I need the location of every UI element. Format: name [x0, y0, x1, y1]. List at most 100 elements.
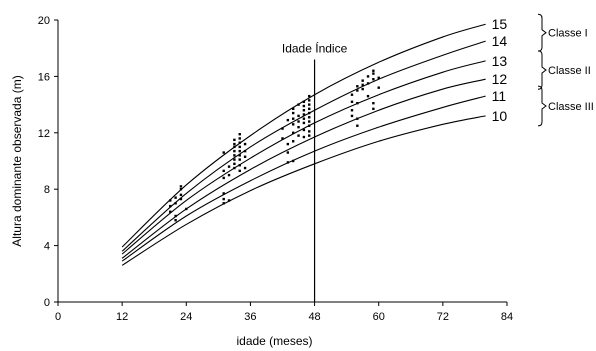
observation-point [308, 124, 311, 127]
observation-point [291, 107, 295, 111]
observation-point [179, 197, 183, 201]
observation-point [238, 154, 241, 157]
observation-point [238, 141, 241, 144]
series-label-15: 15 [492, 16, 508, 32]
observation-point [308, 134, 311, 137]
observation-point [356, 124, 359, 127]
observation-point [233, 154, 236, 157]
observation-point [302, 113, 306, 116]
observation-point [222, 169, 225, 173]
observation-point [361, 87, 364, 91]
series-label-14: 14 [492, 33, 508, 49]
observation-point [291, 131, 295, 134]
observation-point [179, 193, 183, 197]
series-line-10 [121, 115, 486, 266]
observation-point [227, 165, 231, 168]
x-tick-label: 48 [308, 311, 320, 323]
observation-point [243, 149, 247, 153]
observation-point [222, 192, 225, 195]
observation-point [291, 159, 295, 163]
observation-point [308, 99, 311, 102]
observation-point [356, 85, 359, 88]
class-bracket [537, 85, 547, 127]
observation-point [222, 202, 225, 205]
observation-point [286, 118, 290, 122]
observation-point [286, 161, 290, 164]
index-age-label: Idade Índice [282, 40, 348, 55]
observation-point [243, 142, 247, 146]
observation-point [297, 103, 300, 106]
observation-point [174, 202, 177, 205]
observation-point [308, 130, 311, 133]
y-tick-label: 12 [38, 128, 50, 140]
observation-point [233, 142, 236, 146]
observation-point [308, 103, 311, 106]
observation-point [356, 117, 359, 120]
observation-point [233, 166, 236, 170]
observation-point [286, 142, 290, 146]
observation-point [361, 83, 364, 87]
axes [57, 20, 507, 303]
observation-point [350, 93, 354, 96]
series-label-11: 11 [492, 88, 507, 104]
observation-point [233, 138, 236, 142]
series-label-10: 10 [492, 108, 508, 124]
observation-point [238, 145, 241, 149]
y-tick-label: 20 [38, 15, 50, 27]
class-bracket [537, 13, 547, 52]
observation-point [308, 107, 311, 111]
observation-point [302, 121, 306, 125]
series-label-13: 13 [492, 53, 508, 69]
observation-point [302, 104, 306, 108]
observation-point [372, 69, 375, 72]
observation-point [308, 116, 311, 119]
observation-point [291, 123, 295, 126]
class-label: Classe I [548, 28, 588, 40]
observation-point [286, 151, 290, 154]
observation-point [169, 199, 172, 202]
observation-point [350, 114, 354, 118]
x-tick-label: 84 [501, 311, 513, 323]
observation-point [366, 82, 370, 85]
observation-point [356, 101, 359, 105]
observation-point [238, 149, 241, 153]
y-tick-label: 8 [44, 184, 50, 196]
series-line-13 [121, 60, 486, 255]
observation-point [169, 210, 172, 213]
observation-point [372, 72, 375, 75]
x-tick-label: 72 [437, 311, 449, 323]
observation-point [366, 75, 370, 78]
y-tick-label: 16 [38, 71, 50, 83]
x-axis-label: idade (meses) [236, 334, 312, 348]
observation-point [222, 176, 225, 180]
observation-point [233, 149, 236, 153]
observation-point [297, 114, 300, 118]
observation-point [174, 219, 177, 222]
observation-point [222, 151, 225, 154]
y-tick-label: 4 [44, 241, 50, 253]
observation-point [238, 158, 241, 161]
observation-point [179, 185, 183, 188]
observation-point [291, 140, 295, 143]
x-tick-label: 36 [244, 311, 256, 323]
observation-point [302, 135, 306, 139]
observation-point [227, 173, 231, 177]
series-label-12: 12 [492, 71, 508, 87]
x-tick-label: 0 [55, 311, 61, 323]
observation-point [291, 117, 295, 120]
series-line-11 [121, 95, 486, 262]
observation-point [243, 166, 247, 170]
observation-point [308, 120, 311, 123]
observation-point [350, 100, 354, 103]
observation-point [174, 196, 177, 199]
x-tick-label: 24 [180, 311, 192, 323]
class-label: Classe II [548, 65, 591, 77]
observation-point [302, 100, 306, 103]
observation-point [169, 204, 172, 208]
observation-point [350, 109, 354, 112]
observation-point [308, 111, 311, 115]
y-axis-label: Altura dominante observada (m) [10, 75, 24, 246]
observation-point [356, 89, 359, 92]
observation-point [185, 207, 188, 211]
